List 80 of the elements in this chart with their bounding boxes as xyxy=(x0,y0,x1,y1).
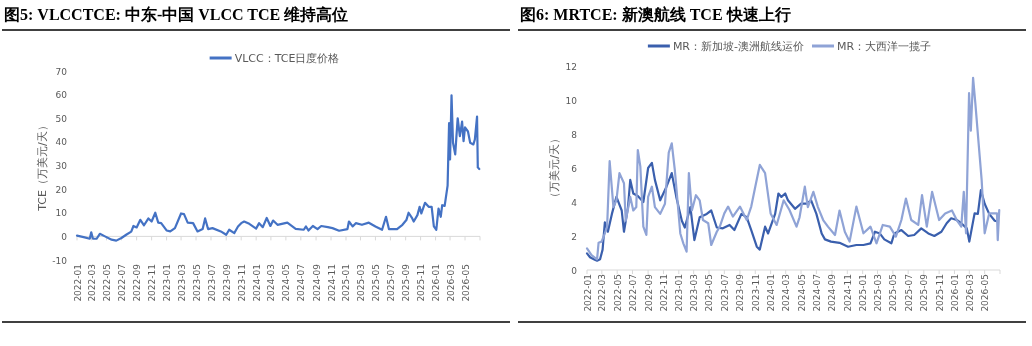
x-tick-label: 2022-03 xyxy=(597,274,608,312)
x-tick-label: 2024-07 xyxy=(811,274,822,312)
x-tick-label: 2025-01 xyxy=(858,274,869,312)
x-tick-label: 2022-11 xyxy=(658,274,669,312)
x-tick-label: 2023-07 xyxy=(719,274,730,312)
line-series xyxy=(585,76,1001,261)
legend-label: MR：大西洋一揽子 xyxy=(836,40,932,53)
x-tick-label: 2026-01 xyxy=(431,264,442,302)
x-tick-label: 2024-05 xyxy=(796,274,807,312)
y-axis-title: （万美元/天） xyxy=(548,133,561,203)
x-tick-label: 2023-07 xyxy=(206,264,217,302)
x-tick-label: 2023-05 xyxy=(704,274,715,312)
x-tick-label: 2024-03 xyxy=(266,264,277,302)
y-tick-label: 0 xyxy=(61,231,68,242)
x-tick-label: 2023-03 xyxy=(176,264,187,302)
y-tick-label: 0 xyxy=(571,265,578,276)
x-tick-label: 2023-03 xyxy=(689,274,700,312)
y-tick-label: 8 xyxy=(571,129,578,140)
x-tick-label: 2022-01 xyxy=(582,274,593,312)
x-tick-label: 2024-07 xyxy=(296,264,307,302)
x-tick-label: 2023-01 xyxy=(162,264,173,302)
x-tick-label: 2026-05 xyxy=(980,274,991,312)
x-tick-label: 2025-11 xyxy=(934,274,945,312)
x-tick-label: 2022-05 xyxy=(101,264,112,302)
x-tick-label: 2025-11 xyxy=(416,264,427,302)
x-tick-label: 2024-03 xyxy=(781,274,792,312)
x-tick-label: 2022-07 xyxy=(116,264,127,302)
x-tick-label: 2025-07 xyxy=(385,264,396,302)
y-tick-label: 60 xyxy=(55,90,68,101)
x-tick-label: 2023-05 xyxy=(191,264,202,302)
x-tick-label: 2022-09 xyxy=(643,273,654,312)
x-tick-label: 2024-11 xyxy=(842,274,853,312)
line-series xyxy=(75,94,481,242)
x-tick-label: 2023-01 xyxy=(674,274,685,312)
x-tick-label: 2026-03 xyxy=(445,264,456,302)
line-series xyxy=(585,161,999,262)
y-tick-label: 2 xyxy=(571,231,577,242)
x-tick-label: 2025-09 xyxy=(919,273,930,312)
x-tick-label: 2025-01 xyxy=(341,264,352,302)
x-tick-label: 2022-01 xyxy=(72,264,83,302)
y-tick-label: 10 xyxy=(55,208,68,219)
x-tick-label: 2024-11 xyxy=(326,264,337,302)
legend-label: VLCC：TCE日度价格 xyxy=(234,52,340,65)
legend-label: MR：新加坡-澳洲航线运价 xyxy=(672,40,804,53)
x-tick-label: 2025-03 xyxy=(355,264,366,302)
y-tick-label: 12 xyxy=(565,61,577,72)
x-tick-label: 2024-09 xyxy=(827,273,838,312)
x-tick-label: 2023-11 xyxy=(750,274,761,312)
x-tick-label: 2025-09 xyxy=(401,263,412,302)
y-tick-label: 6 xyxy=(571,163,578,174)
x-tick-label: 2024-01 xyxy=(251,264,262,302)
x-tick-label: 2023-09 xyxy=(221,263,232,302)
y-tick-label: -10 xyxy=(52,255,68,266)
x-tick-label: 2023-09 xyxy=(735,273,746,312)
x-tick-label: 2025-07 xyxy=(903,274,914,312)
y-tick-label: 20 xyxy=(55,184,68,195)
x-tick-label: 2026-05 xyxy=(460,264,471,302)
y-tick-label: 50 xyxy=(55,113,68,124)
chart-title: 图6: MRTCE: 新澳航线 TCE 快速上行 xyxy=(520,6,791,23)
y-tick-label: 40 xyxy=(55,137,68,148)
x-tick-label: 2026-03 xyxy=(964,274,975,312)
x-tick-label: 2024-09 xyxy=(311,263,322,302)
x-tick-label: 2022-05 xyxy=(612,274,623,312)
y-tick-label: 10 xyxy=(565,95,578,106)
y-tick-label: 30 xyxy=(55,161,68,171)
x-tick-label: 2025-05 xyxy=(370,264,381,302)
x-tick-label: 2022-03 xyxy=(86,264,97,302)
x-tick-label: 2026-01 xyxy=(949,274,960,312)
x-tick-label: 2023-11 xyxy=(236,264,247,302)
chart-title: 图5: VLCCTCE: 中东-中国 VLCC TCE 维持高位 xyxy=(4,5,349,23)
y-axis-title: TCE（万美元/天） xyxy=(36,120,49,212)
x-tick-label: 2025-03 xyxy=(873,274,884,312)
x-tick-label: 2022-11 xyxy=(147,264,158,302)
y-tick-label: 4 xyxy=(571,197,578,208)
x-tick-label: 2024-05 xyxy=(281,264,292,302)
x-tick-label: 2025-05 xyxy=(888,274,899,312)
x-tick-label: 2024-01 xyxy=(766,274,777,312)
y-tick-label: 70 xyxy=(55,66,68,77)
x-tick-label: 2022-07 xyxy=(628,274,639,312)
x-tick-label: 2022-09 xyxy=(132,263,143,302)
